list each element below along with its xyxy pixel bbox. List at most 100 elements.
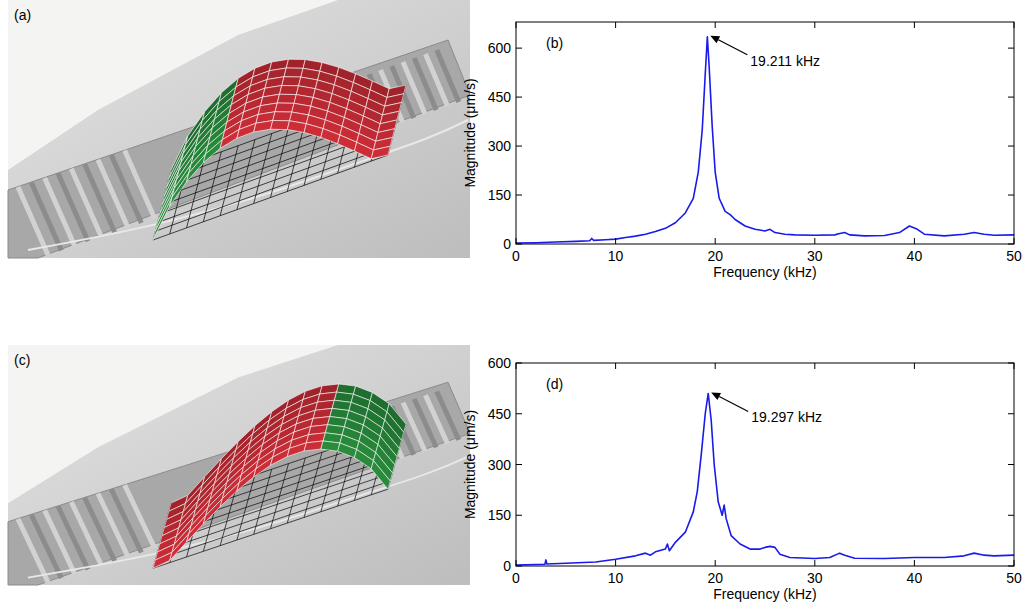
y-tick-label: 450 bbox=[488, 89, 512, 105]
grid-line bbox=[158, 473, 393, 552]
grid-line bbox=[160, 465, 395, 544]
y-tick-right bbox=[1008, 464, 1014, 465]
y-tick bbox=[516, 97, 522, 98]
y-tick-label: 300 bbox=[488, 138, 512, 154]
y-tick-label: 0 bbox=[503, 236, 511, 252]
mesh-cell bbox=[271, 120, 290, 129]
y-tick bbox=[516, 195, 522, 196]
annotation-arrowhead bbox=[710, 36, 720, 44]
x-tick-top bbox=[814, 22, 815, 28]
x-tick-top bbox=[1014, 363, 1015, 369]
mesh-cell bbox=[170, 534, 189, 561]
y-tick bbox=[516, 464, 522, 465]
mesh-cell bbox=[321, 441, 340, 451]
y-tick bbox=[516, 48, 522, 49]
mesh-cell bbox=[170, 173, 189, 206]
x-tick-label: 20 bbox=[707, 570, 723, 586]
mesh-cell bbox=[153, 197, 172, 240]
y-tick bbox=[516, 244, 522, 245]
x-tick-label: 40 bbox=[907, 248, 923, 264]
x-tick-label: 10 bbox=[608, 570, 624, 586]
photo bbox=[8, 345, 470, 585]
y-tick-label: 150 bbox=[488, 187, 512, 203]
x-tick-label: 0 bbox=[512, 570, 520, 586]
y-tick bbox=[516, 515, 522, 516]
y-axis-title: Magnitude (μm/s) bbox=[462, 410, 478, 519]
x-tick-top bbox=[516, 363, 517, 369]
x-tick bbox=[715, 238, 716, 244]
mesh-cell bbox=[203, 140, 222, 163]
x-tick-label: 30 bbox=[807, 570, 823, 586]
mesh-cell bbox=[282, 77, 301, 86]
block-ridge bbox=[125, 485, 155, 548]
chart: 010203040500150300450600Frequency (kHz)M… bbox=[462, 22, 1022, 280]
plot-area bbox=[516, 37, 1014, 243]
y-tick-label: 150 bbox=[488, 507, 512, 523]
y-axis-title: Magnitude (μm/s) bbox=[462, 78, 478, 187]
x-tick-label: 0 bbox=[512, 248, 520, 264]
x-tick bbox=[1014, 238, 1015, 244]
mesh-cell bbox=[354, 142, 373, 158]
block-ridge bbox=[58, 173, 88, 241]
mesh-cell bbox=[275, 103, 294, 112]
plot-area bbox=[516, 393, 1014, 565]
mesh-cell bbox=[172, 164, 191, 197]
y-tick-right bbox=[1008, 566, 1014, 567]
undeformed-grid bbox=[153, 85, 406, 240]
x-tick bbox=[615, 238, 616, 244]
photo-background bbox=[8, 0, 470, 258]
annotation-arrow bbox=[718, 40, 747, 55]
x-tick bbox=[715, 560, 716, 566]
mesh-cell bbox=[220, 129, 239, 148]
block-ridge bbox=[18, 187, 48, 255]
mesh-cell bbox=[371, 461, 390, 490]
x-tick-label: 20 bbox=[707, 248, 723, 264]
grid-line bbox=[171, 85, 406, 170]
x-tick-label: 50 bbox=[1006, 248, 1022, 264]
mode-shape bbox=[153, 384, 406, 568]
mesh-cell bbox=[277, 94, 296, 103]
y-tick bbox=[516, 363, 522, 364]
annotation-text: 19.297 kHz bbox=[751, 409, 822, 425]
y-tick-right bbox=[1008, 146, 1014, 147]
y-tick-label: 450 bbox=[488, 406, 512, 422]
y-tick bbox=[516, 566, 522, 567]
x-tick bbox=[914, 560, 915, 566]
beam bbox=[8, 40, 470, 258]
block-ridge bbox=[45, 178, 75, 246]
x-tick-top bbox=[914, 22, 915, 28]
block-ridge bbox=[18, 519, 48, 582]
x-tick-top bbox=[814, 363, 815, 369]
plot-frame bbox=[516, 363, 1014, 566]
block-ridge bbox=[111, 489, 141, 552]
x-tick bbox=[814, 238, 815, 244]
block-ridge bbox=[31, 182, 61, 250]
plot-frame bbox=[516, 22, 1014, 244]
mesh-cell bbox=[338, 443, 357, 458]
mesh-cell bbox=[284, 68, 303, 77]
figure: (a)(c)010203040500150300450600Frequency … bbox=[0, 0, 1031, 615]
panel-label: (b) bbox=[546, 35, 563, 51]
x-tick-top bbox=[914, 363, 915, 369]
grid-line bbox=[167, 103, 402, 188]
x-tick-top bbox=[615, 363, 616, 369]
mesh-cell bbox=[220, 483, 239, 507]
x-tick-label: 40 bbox=[907, 570, 923, 586]
annotation-arrowhead bbox=[711, 392, 721, 400]
mesh-cell bbox=[304, 441, 323, 451]
grid-line bbox=[164, 448, 399, 527]
y-tick-right bbox=[1008, 244, 1014, 245]
grid-line bbox=[169, 432, 404, 511]
mesh-cell bbox=[254, 457, 273, 477]
mesh-cell bbox=[203, 499, 222, 524]
x-tick-top bbox=[516, 22, 517, 28]
y-tick-label: 0 bbox=[503, 558, 511, 574]
x-tick bbox=[814, 560, 815, 566]
y-tick-label: 600 bbox=[488, 40, 512, 56]
mesh-cell bbox=[237, 123, 256, 138]
wire bbox=[28, 457, 468, 578]
mesh-cell bbox=[273, 112, 292, 121]
x-tick-top bbox=[715, 22, 716, 28]
mesh-cell bbox=[286, 59, 305, 68]
block-ridge bbox=[125, 151, 155, 219]
